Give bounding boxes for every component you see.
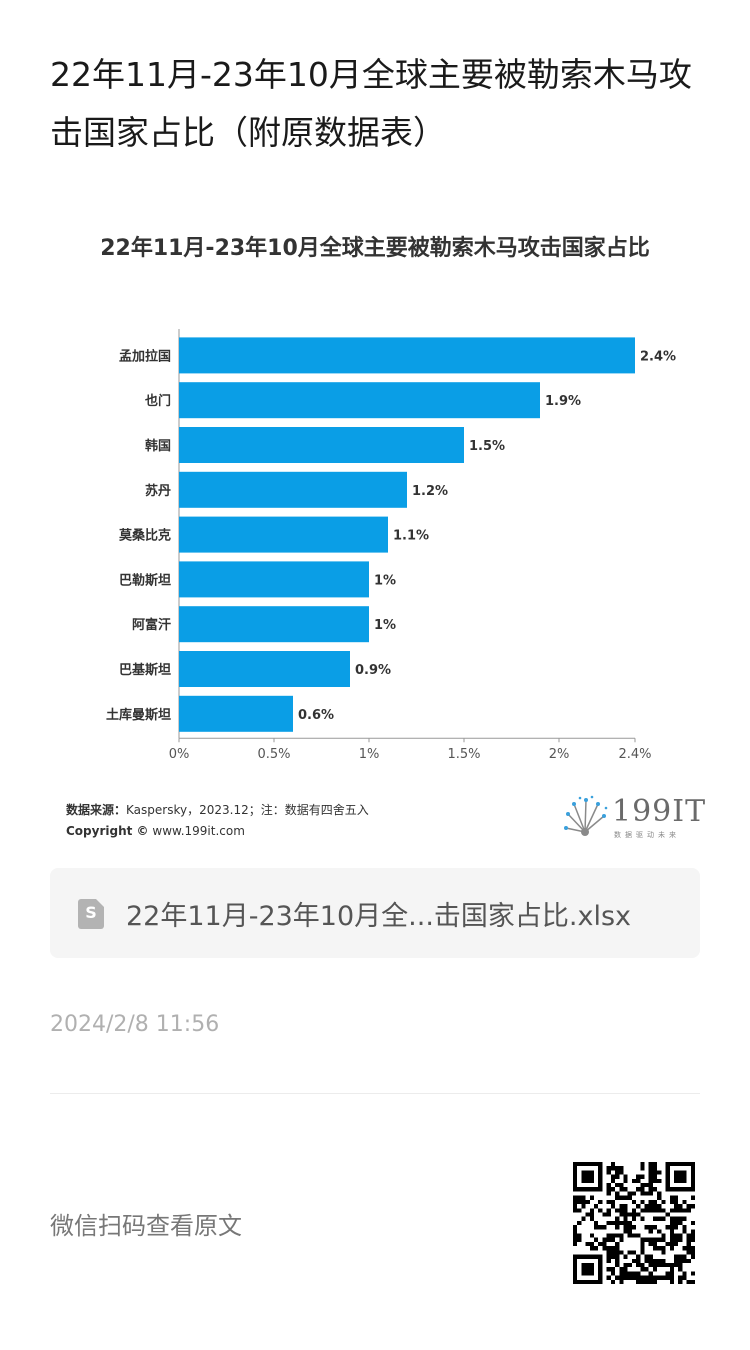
chart-title: 22年11月-23年10月全球主要被勒索木马攻击国家占比	[100, 236, 650, 261]
category-label: 巴勒斯坦	[119, 572, 171, 588]
bar	[179, 606, 369, 643]
logo-subtitle: 数据驱动未来	[614, 831, 680, 839]
bar	[179, 471, 407, 508]
data-label: 1.5%	[469, 439, 505, 454]
category-label: 苏丹	[145, 483, 171, 499]
category-label: 韩国	[145, 438, 171, 454]
data-label: 2.4%	[640, 349, 676, 364]
attachment-filename[interactable]: 22年11月-23年10月全...击国家占比.xlsx	[126, 901, 632, 932]
source-text: Kaspersky，2023.12；注：数据有四舍五入	[126, 803, 369, 817]
scan-to-view-text: 微信扫码查看原文	[50, 1212, 242, 1240]
bar	[179, 427, 464, 463]
chart-source: 数据来源：Kaspersky，2023.12；注：数据有四舍五入 Copyrig…	[66, 800, 369, 842]
category-label: 土库曼斯坦	[106, 707, 171, 723]
bar	[179, 337, 635, 374]
source-label: 数据来源：	[66, 803, 127, 817]
qr-code-icon[interactable]	[573, 1162, 695, 1284]
logo-199it: 199IT 数据驱动未来	[560, 794, 705, 844]
data-label: 1%	[374, 573, 396, 588]
bar	[179, 651, 350, 687]
category-label: 莫桑比克	[118, 528, 171, 544]
x-tick-label: 1%	[359, 747, 380, 762]
data-label: 0.6%	[298, 708, 334, 723]
logo-text: 199IT	[612, 794, 707, 829]
copyright-label: Copyright ©	[66, 824, 149, 838]
data-label: 1.9%	[545, 394, 581, 409]
data-label: 0.9%	[355, 663, 391, 678]
bar-chart: 孟加拉国 2.4% 也门 1.9% 韩国 1.5% 苏丹 1.2% 莫桑比克 1.1% 巴勒斯坦 1%…	[106, 329, 676, 762]
copyright-text: www.199it.com	[152, 824, 245, 838]
chart-image: 22年11月-23年10月全球主要被勒索木马攻击国家占比 孟加拉国 2.4% 也门 1…	[50, 210, 705, 860]
category-label: 孟加拉国	[119, 348, 171, 364]
spreadsheet-file-icon: S	[78, 899, 104, 929]
x-tick-label: 2.4%	[618, 747, 651, 762]
divider	[50, 1093, 700, 1094]
x-tick-label: 0.5%	[257, 747, 290, 762]
category-label: 也门	[145, 393, 171, 409]
attachment-card[interactable]: S 22年11月-23年10月全...击国家占比.xlsx	[50, 868, 700, 958]
data-label: 1%	[374, 618, 396, 633]
data-label: 1.2%	[412, 484, 448, 499]
category-label: 巴基斯坦	[119, 662, 171, 678]
x-tick-label: 1.5%	[447, 747, 480, 762]
category-label: 阿富汗	[132, 617, 171, 633]
dandelion-logo-icon	[564, 795, 608, 836]
bar	[179, 516, 388, 553]
publish-timestamp: 2024/2/8 11:56	[50, 1012, 220, 1037]
bar	[179, 561, 369, 598]
x-tick-label: 2%	[549, 747, 570, 762]
bar	[179, 382, 540, 419]
data-label: 1.1%	[393, 529, 429, 544]
bar	[179, 695, 293, 732]
article-title: 22年11月-23年10月全球主要被勒索木马攻击国家占比（附原数据表）	[50, 55, 692, 152]
x-tick-label: 0%	[169, 747, 190, 762]
